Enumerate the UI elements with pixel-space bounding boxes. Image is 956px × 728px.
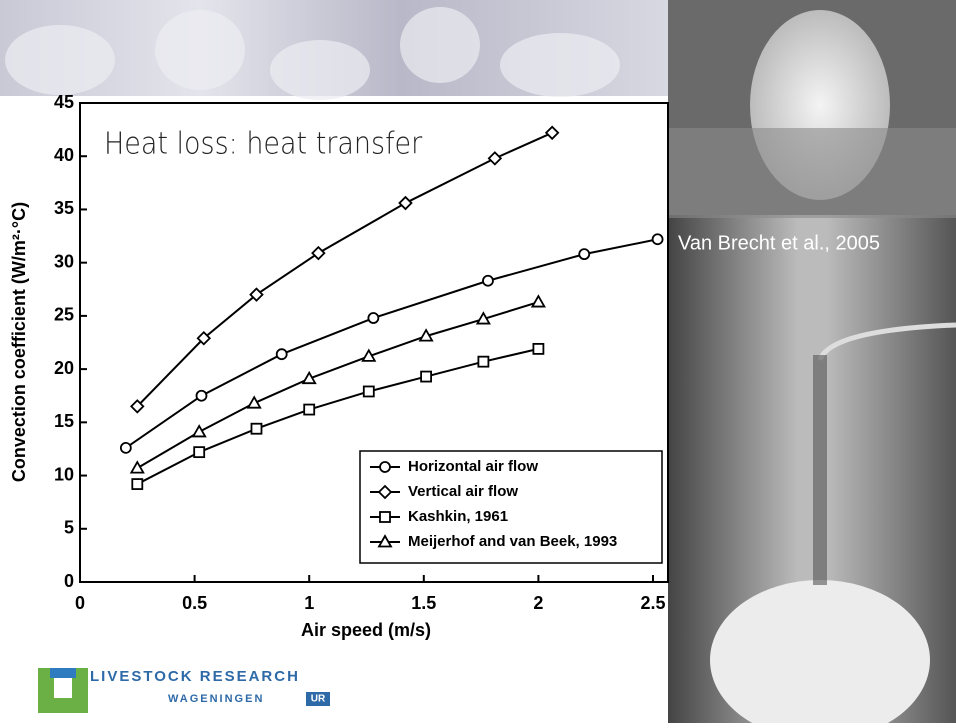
y-tick-label: 5 [64,518,74,538]
marker [367,312,380,324]
marker [361,348,377,362]
marker [130,399,145,414]
marker [196,330,212,346]
marker [362,385,375,398]
logo-badge: UR [311,694,326,705]
legend-box [359,450,663,564]
marker [195,389,208,402]
marker [379,511,391,523]
x-axis-label: Air speed (m/s) [301,620,431,640]
marker [418,328,434,342]
marker [544,125,560,141]
marker [311,245,326,261]
marker [651,233,664,246]
y-tick-label: 35 [54,198,74,218]
marker [303,403,316,416]
marker [377,484,393,500]
legend-label: Horizontal air flow [408,458,538,475]
marker [193,446,206,459]
legend-label: Meijerhof and van Beek, 1993 [408,533,617,550]
chart-title: Heat loss: heat transfer [104,126,423,161]
x-tick-label: 0 [75,593,85,613]
marker [246,395,262,409]
marker [131,478,144,490]
logo-line1: LIVESTOCK RESEARCH [90,668,300,685]
chart: 0 5 10 15 20 25 30 35 40 45 0 0.5 1 1.5 2 2.5 Air speed … [9,92,669,640]
y-tick-label: 40 [54,145,74,165]
x-tick-label: 2.5 [640,593,665,613]
legend-label: Kashkin, 1961 [408,508,508,525]
egg-photo [668,0,956,728]
photo-caption: Van Brecht et al., 2005 [678,232,880,254]
marker [250,422,263,435]
marker [379,461,391,473]
marker [377,534,393,548]
y-axis-label: Convection coefficient (W/m²·°C) [9,202,29,482]
x-tick-label: 0.5 [182,593,207,613]
y-tick-label: 20 [54,358,74,378]
marker [475,311,491,325]
y-tick-label: 10 [54,464,74,484]
marker [119,441,132,454]
marker [530,294,546,308]
marker [249,287,264,302]
marker [191,424,207,438]
series-line [136,301,539,469]
x-tick-label: 1.5 [411,593,436,613]
series-line [136,347,539,485]
y-tick-label: 15 [54,411,74,431]
marker [129,460,145,474]
marker [532,342,545,355]
y-tick-label: 0 [64,571,74,591]
legend-label: Vertical air flow [408,483,518,500]
marker [477,355,490,368]
y-tick-label: 30 [54,251,74,271]
marker [487,151,503,166]
y-tick-label: 45 [54,92,74,112]
chick-shapes [5,7,620,100]
y-tick-label: 25 [54,305,74,325]
logo-line2: WAGENINGEN [168,693,264,705]
marker [398,195,413,211]
marker [301,370,317,385]
marker [420,370,432,383]
marker [578,248,591,261]
x-tick-label: 2 [533,593,543,613]
logo: LIVESTOCK RESEARCH WAGENINGEN UR [38,668,330,713]
marker [482,274,494,287]
marker [275,348,288,361]
plot-frame [79,102,669,583]
x-tick-label: 1 [304,593,314,613]
